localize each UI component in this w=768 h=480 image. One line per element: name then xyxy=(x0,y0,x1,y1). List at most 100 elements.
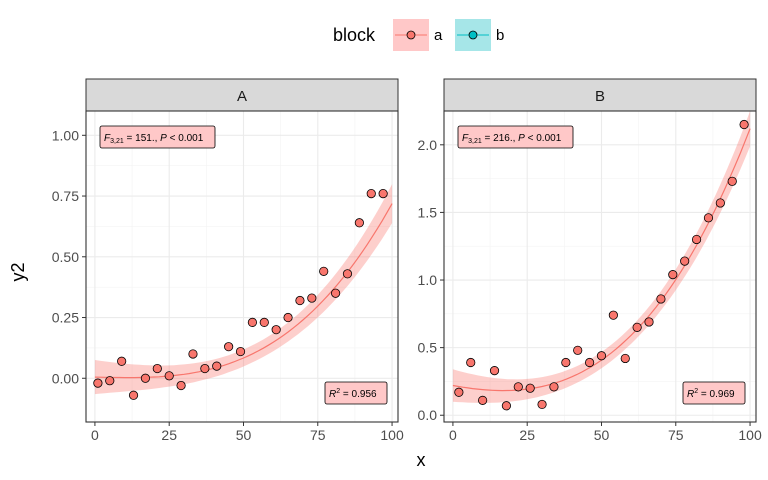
annotation-r2-a xyxy=(324,381,388,405)
confidence-band-b xyxy=(452,111,751,403)
x-tick-label: 100 xyxy=(738,427,762,443)
y-tick-label: 1.00 xyxy=(52,127,79,143)
plot-area-a: 0 25 50 75 100 0.00 0.25 0.50 0.75 1.00 F3,21 = 15… xyxy=(52,110,404,443)
data-point xyxy=(691,234,702,245)
y-tick-label: 1.0 xyxy=(418,272,438,288)
panel-a: A 0 25 50 75 100 0.00 0.25 0.50 0.75 1.00 F3,21 = … xyxy=(52,78,404,443)
x-tick-label: 100 xyxy=(380,427,404,443)
x-axis-title: x xyxy=(417,450,426,470)
data-point xyxy=(200,363,210,374)
x-tick-label: 75 xyxy=(668,427,684,443)
y-axis-title: y2 xyxy=(8,262,28,281)
data-point xyxy=(366,189,376,199)
data-point xyxy=(152,363,162,374)
legend-title: block xyxy=(333,25,376,45)
data-point xyxy=(319,266,329,276)
panel-background-a xyxy=(86,111,398,422)
data-point xyxy=(513,382,523,392)
legend-key-a-point xyxy=(406,30,416,40)
data-point xyxy=(489,366,500,376)
data-point xyxy=(212,361,222,371)
data-point xyxy=(307,293,317,303)
data-point xyxy=(632,322,642,332)
legend-key-b-point xyxy=(468,30,478,40)
data-point xyxy=(656,294,666,304)
y-tick-label: 1.5 xyxy=(418,204,438,220)
data-point xyxy=(620,353,630,364)
data-point xyxy=(259,317,269,327)
data-point xyxy=(283,312,293,323)
x-tick-label: 25 xyxy=(161,427,177,443)
data-point xyxy=(330,288,341,298)
strip-b xyxy=(443,78,757,112)
data-point xyxy=(478,395,488,405)
x-tick-label: 25 xyxy=(519,427,535,443)
legend-label-a: a xyxy=(434,27,443,44)
data-point xyxy=(105,376,115,386)
annotation-r2-text: R2 = 0.969 xyxy=(687,388,735,400)
y-tick-label: 0.5 xyxy=(418,340,438,356)
strip-label-a: A xyxy=(237,88,247,105)
data-point xyxy=(295,295,305,306)
data-point xyxy=(537,399,547,410)
plot-area-b: 0 25 50 75 100 0.0 0.5 1.0 1.5 2.0 F3,21 = 216., P… xyxy=(418,110,762,443)
data-point xyxy=(644,317,654,327)
data-point xyxy=(247,317,257,327)
data-point xyxy=(608,310,618,320)
y-tick-label: 0.75 xyxy=(52,188,79,204)
data-point xyxy=(525,383,535,393)
data-point xyxy=(354,218,364,228)
annotation-f-test-text: F3,21 = 216., P < 0.001 xyxy=(462,133,562,145)
data-point xyxy=(117,356,127,366)
data-point xyxy=(93,378,103,388)
annotation-f-test-text: F3,21 = 151., P < 0.001 xyxy=(104,133,204,145)
annotation-r2-text: R2 = 0.956 xyxy=(329,388,377,400)
data-point xyxy=(501,401,511,411)
data-point xyxy=(271,325,281,335)
panel-border-a xyxy=(85,110,399,423)
panel-border-b xyxy=(443,110,757,423)
data-point xyxy=(573,345,583,355)
data-point xyxy=(739,119,749,130)
data-point xyxy=(680,256,690,266)
data-point xyxy=(454,387,464,397)
data-point xyxy=(176,380,186,391)
y-tick-label: 0.00 xyxy=(52,370,79,386)
x-tick-label: 0 xyxy=(91,427,99,443)
data-point xyxy=(188,349,198,359)
data-point xyxy=(596,351,607,361)
y-tick-label: 2.0 xyxy=(418,137,438,153)
data-point xyxy=(128,390,139,400)
legend-label-b: b xyxy=(496,27,504,44)
data-point xyxy=(224,342,234,352)
annotation-f-test-a xyxy=(99,125,216,149)
x-tick-label: 50 xyxy=(236,427,252,443)
data-point xyxy=(549,382,559,392)
data-point xyxy=(715,198,725,208)
x-tick-label: 75 xyxy=(310,427,326,443)
data-point xyxy=(561,357,571,368)
data-point xyxy=(727,176,737,186)
panel-background-b xyxy=(444,111,756,422)
data-point xyxy=(342,269,353,279)
y-tick-label: 0.25 xyxy=(52,310,79,326)
annotation-r2-b xyxy=(682,381,746,405)
data-point xyxy=(164,371,174,381)
annotation-f-test-b xyxy=(457,125,574,149)
x-tick-label: 0 xyxy=(449,427,457,443)
data-point xyxy=(140,373,151,383)
data-point xyxy=(584,357,595,368)
panel-b: B 0 25 50 75 100 0.0 0.5 1.0 1.5 2.0 F3,21 = 216.,… xyxy=(418,78,762,443)
x-tick-label: 50 xyxy=(594,427,610,443)
legend: block a b xyxy=(333,19,504,51)
data-point xyxy=(703,213,714,223)
data-point xyxy=(668,270,678,280)
strip-label-b: B xyxy=(595,88,605,105)
data-point xyxy=(235,346,246,357)
data-point xyxy=(378,189,388,199)
y-tick-label: 0.50 xyxy=(52,249,79,265)
strip-a xyxy=(85,78,399,112)
data-point xyxy=(466,357,476,368)
y-tick-label: 0.0 xyxy=(418,407,438,423)
